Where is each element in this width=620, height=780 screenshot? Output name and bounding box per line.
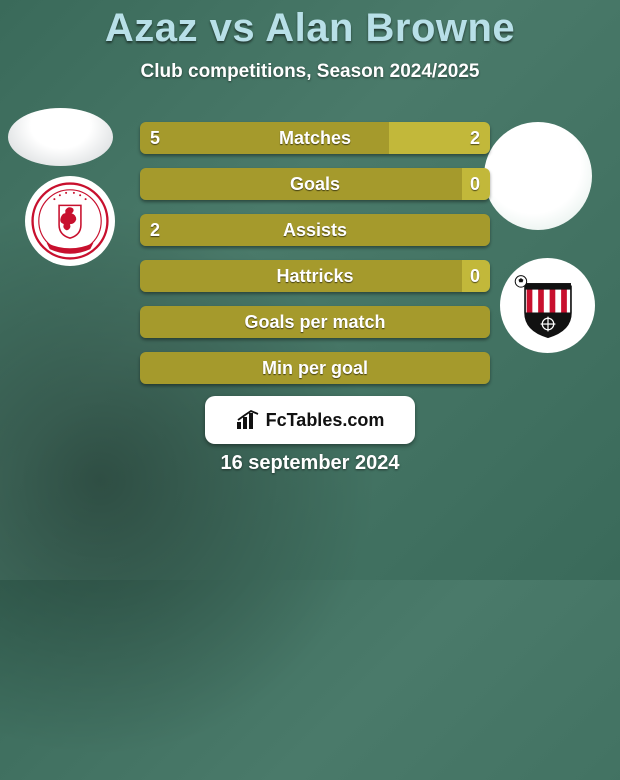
subtitle: Club competitions, Season 2024/2025 bbox=[0, 61, 620, 83]
stat-bar-left bbox=[140, 214, 490, 246]
stat-bar-right bbox=[462, 168, 490, 200]
stat-bar-left bbox=[140, 352, 490, 384]
stat-bar-left bbox=[140, 260, 462, 292]
club-left-crest bbox=[25, 176, 115, 266]
stat-bar-left bbox=[140, 306, 490, 338]
page-title: Azaz vs Alan Browne bbox=[0, 0, 620, 51]
stat-bar-left bbox=[140, 168, 462, 200]
stat-row: Goals per match bbox=[140, 306, 490, 338]
chart-icon bbox=[236, 410, 260, 430]
stat-row: Goals0 bbox=[140, 168, 490, 200]
stat-row: Matches52 bbox=[140, 122, 490, 154]
club-right-crest bbox=[500, 258, 595, 353]
player-left-avatar bbox=[8, 108, 113, 166]
stat-row: Min per goal bbox=[140, 352, 490, 384]
stat-bar-left bbox=[140, 122, 389, 154]
date-text: 16 september 2024 bbox=[0, 452, 620, 475]
stats-bars: Matches52 Goals0 Assists2 Hattricks0 Goals p… bbox=[140, 122, 490, 398]
brand-text: FcTables.com bbox=[266, 410, 385, 431]
brand-pill[interactable]: FcTables.com bbox=[205, 396, 415, 444]
stat-bar-right bbox=[462, 260, 490, 292]
stat-row: Assists2 bbox=[140, 214, 490, 246]
player-right-avatar bbox=[484, 122, 592, 230]
stat-row: Hattricks0 bbox=[140, 260, 490, 292]
stat-bar-right bbox=[389, 122, 491, 154]
